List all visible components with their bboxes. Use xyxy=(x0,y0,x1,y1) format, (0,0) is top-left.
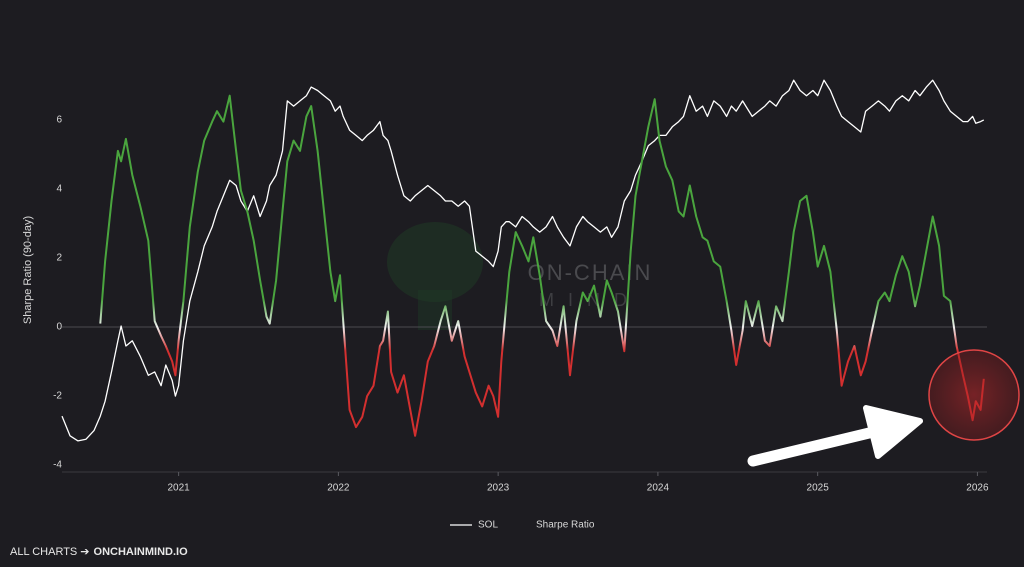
plot-area xyxy=(61,79,987,442)
x-tick-label: 2026 xyxy=(966,483,989,494)
y-tick-label: 0 xyxy=(56,322,62,333)
y-tick-label: 4 xyxy=(56,184,62,195)
legend: SOL Sharpe Ratio xyxy=(450,520,595,531)
annotation-arrow xyxy=(747,422,896,467)
x-tick-label: 2025 xyxy=(807,483,830,494)
series-line xyxy=(61,79,985,442)
x-tick-label: 2024 xyxy=(647,483,670,494)
x-tick-label: 2022 xyxy=(327,483,350,494)
footer-prefix: ALL CHARTS ➔ xyxy=(10,546,90,558)
series-line xyxy=(99,94,985,437)
footer: ALL CHARTS ➔ ONCHAINMIND.IO xyxy=(10,546,188,558)
legend-label: SOL xyxy=(478,520,498,531)
x-tick-label: 2023 xyxy=(487,483,510,494)
y-tick-label: -2 xyxy=(53,391,62,402)
watermark-text: ON-CHAIN xyxy=(528,260,653,285)
y-axis-label: Sharpe Ratio (90-day) xyxy=(22,216,34,324)
y-tick-label: 6 xyxy=(56,115,62,126)
x-tick-label: 2021 xyxy=(167,483,190,494)
footer-link[interactable]: ONCHAINMIND.IO xyxy=(94,546,189,558)
watermark-brain xyxy=(387,222,483,302)
legend-label: Sharpe Ratio xyxy=(536,520,595,531)
annotation-arrowhead xyxy=(863,405,923,459)
y-tick-label: -4 xyxy=(53,460,62,471)
highlight-circle xyxy=(928,349,1020,441)
y-tick-label: 2 xyxy=(56,253,62,264)
